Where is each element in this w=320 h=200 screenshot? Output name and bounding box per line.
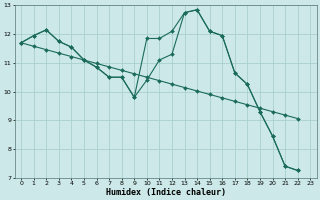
X-axis label: Humidex (Indice chaleur): Humidex (Indice chaleur) xyxy=(106,188,226,197)
